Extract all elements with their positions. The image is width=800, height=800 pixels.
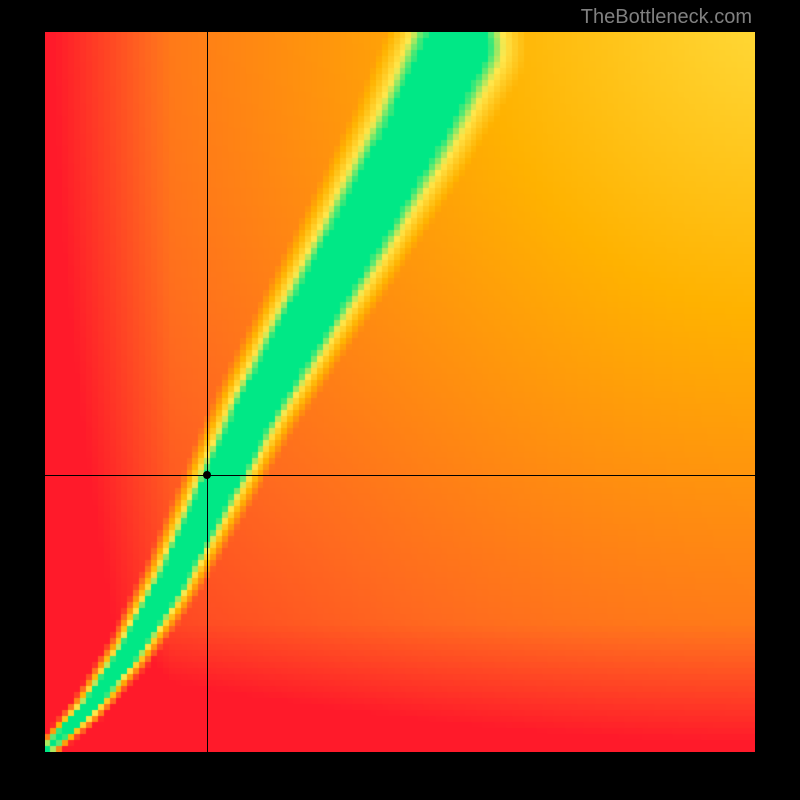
crosshair-marker xyxy=(203,471,211,479)
crosshair-vertical xyxy=(207,32,208,752)
heatmap-canvas xyxy=(45,32,755,752)
heatmap-plot xyxy=(45,32,755,752)
watermark-text: TheBottleneck.com xyxy=(581,6,752,29)
crosshair-horizontal xyxy=(45,475,755,476)
